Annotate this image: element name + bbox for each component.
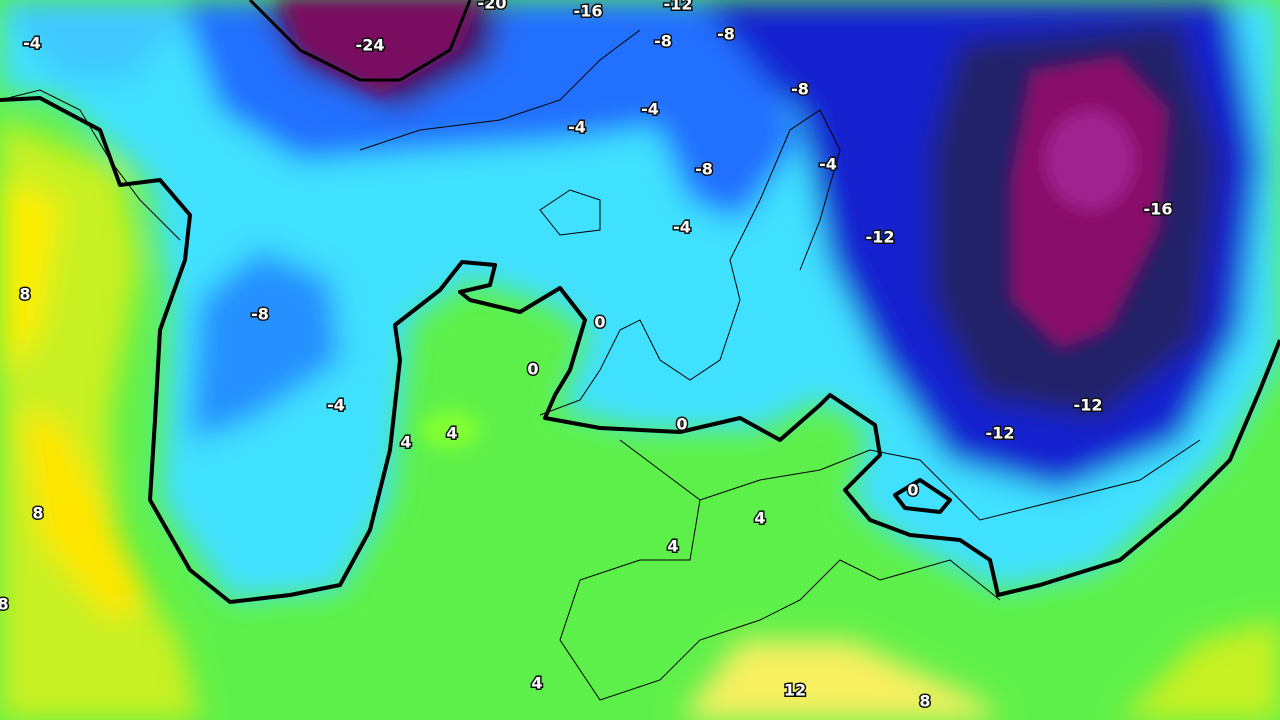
isotherm-label: 12 <box>784 681 806 700</box>
core-shading <box>280 0 1170 450</box>
warm-field <box>1120 620 1280 720</box>
isotherm-labels: -4 -24 -20 -16 -12 -8 -8 -8 -4 -4 -8 -4 -4 -12 -16 8 -8 0… <box>0 0 1174 712</box>
coastline <box>539 109 841 416</box>
isotherm-label: 4 <box>531 674 542 693</box>
warm-field <box>0 120 200 720</box>
isotherm-label: -12 <box>664 0 693 14</box>
cold-field <box>190 250 340 440</box>
isotherm-label: -8 <box>695 160 713 179</box>
isotherm-label: 8 <box>0 595 9 614</box>
isotherm-label: -24 <box>356 36 385 55</box>
coastline <box>359 29 641 151</box>
isotherm-label: -4 <box>819 155 837 174</box>
isotherm-label: -8 <box>791 80 809 99</box>
isotherm-label: -8 <box>717 25 735 44</box>
isotherm-label: 0 <box>907 481 918 500</box>
isotherm-label: 0 <box>594 313 605 332</box>
isotherm-label: 0 <box>676 415 687 434</box>
isotherm-label: -12 <box>866 228 895 247</box>
coldest-field <box>280 0 480 95</box>
isotherm-label: -4 <box>327 396 345 415</box>
warm-field <box>20 410 150 620</box>
isotherm-label: -16 <box>1144 200 1173 219</box>
isotherm-label: -16 <box>574 2 603 21</box>
isotherm-label: -4 <box>568 118 586 137</box>
isotherm-label: -20 <box>478 0 507 13</box>
zero-isotherm <box>0 0 1280 604</box>
isotherm-label: 8 <box>919 692 930 711</box>
isotherm-label: 4 <box>667 537 678 556</box>
warm-field <box>0 180 60 380</box>
warm-field <box>680 640 1000 720</box>
isotherm-line <box>0 96 1280 604</box>
isotherm-label: 4 <box>400 433 411 452</box>
warm-field <box>420 410 480 450</box>
isotherm-label: 4 <box>754 509 765 528</box>
isotherm-label: -4 <box>673 218 691 237</box>
isotherm-label: -4 <box>641 100 659 119</box>
coastlines <box>0 29 1201 701</box>
isotherm-line <box>893 478 952 514</box>
coldest-field <box>1045 110 1135 210</box>
isotherm-label: 4 <box>446 424 457 443</box>
isotherm-label: 8 <box>19 285 30 304</box>
coastline <box>559 439 1001 701</box>
isotherm-line <box>248 0 472 82</box>
cold-field <box>640 60 800 220</box>
isotherm-label: -12 <box>1074 396 1103 415</box>
coastline <box>539 189 601 236</box>
isotherm-label: -8 <box>654 32 672 51</box>
isotherm-label: -4 <box>23 34 41 53</box>
isotherm-label: 0 <box>527 360 538 379</box>
isotherm-label: 8 <box>32 504 43 523</box>
cool-field <box>0 0 200 80</box>
border <box>699 439 1201 521</box>
isotherm-label: -12 <box>986 424 1015 443</box>
isotherm-label: -8 <box>251 305 269 324</box>
coastline <box>0 89 181 241</box>
